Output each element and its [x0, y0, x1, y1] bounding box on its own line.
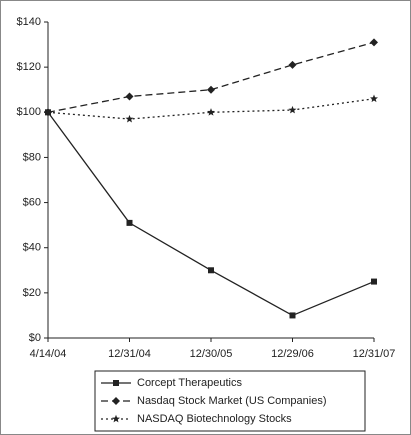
marker [125, 92, 134, 101]
marker [371, 278, 377, 285]
legend-label: NASDAQ Biotechnology Stocks [137, 413, 292, 425]
y-tick-label: $40 [23, 242, 41, 254]
x-tick-label: 12/31/07 [353, 348, 396, 360]
y-tick-label: $0 [29, 332, 41, 344]
legend-label: Corcept Therapeutics [137, 377, 242, 389]
x-tick-label: 4/14/04 [30, 348, 67, 360]
y-tick-label: $120 [17, 61, 41, 73]
marker [208, 267, 214, 274]
marker [112, 397, 120, 405]
y-tick-label: $20 [23, 287, 41, 299]
marker [44, 108, 52, 116]
marker [207, 108, 215, 116]
legend-box [94, 370, 366, 432]
marker [126, 219, 133, 226]
x-tick-label: 12/31/04 [108, 348, 151, 360]
marker [113, 380, 119, 386]
marker [370, 94, 378, 103]
legend-label: Nasdaq Stock Market (US Companies) [137, 395, 327, 407]
marker [289, 312, 296, 319]
marker [125, 114, 134, 123]
marker [288, 60, 297, 69]
y-tick-label: $140 [17, 16, 41, 28]
y-tick-label: $100 [17, 106, 41, 118]
series-line [47, 41, 375, 113]
y-tick-label: $80 [23, 151, 41, 163]
marker [370, 38, 378, 47]
y-tick-label: $60 [23, 196, 41, 208]
x-tick-label: 12/29/06 [271, 348, 314, 360]
marker [112, 414, 120, 423]
marker [288, 105, 297, 114]
x-tick-label: 12/30/05 [190, 348, 233, 360]
marker [207, 85, 215, 94]
